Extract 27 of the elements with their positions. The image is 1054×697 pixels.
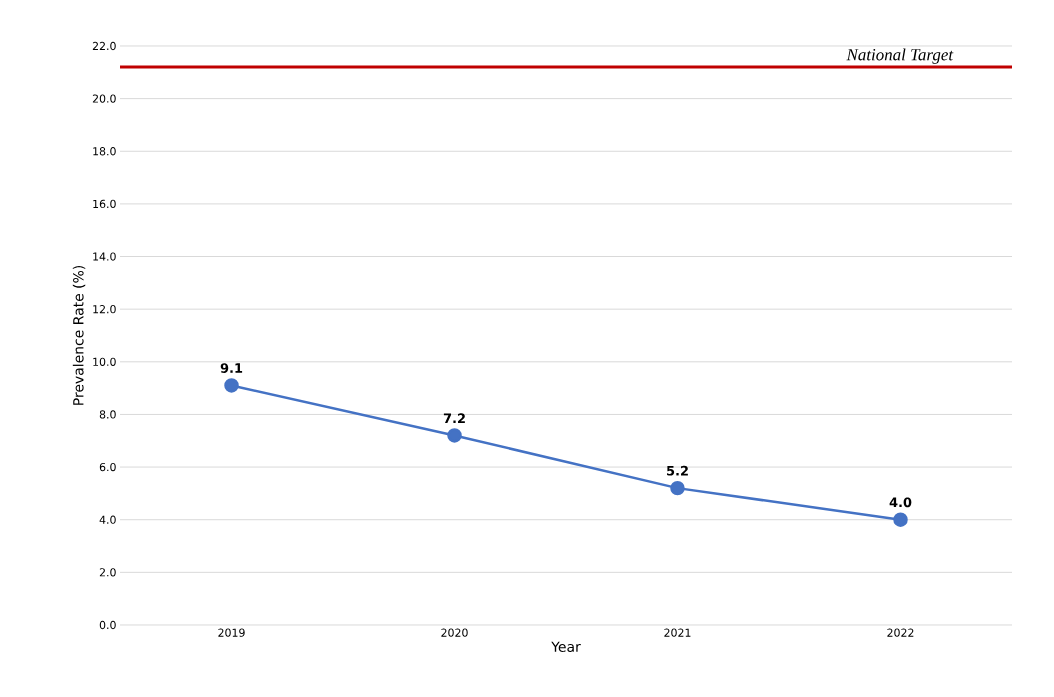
- y-tick-label: 20.0: [92, 94, 116, 103]
- x-tick-label: 2020: [441, 628, 468, 637]
- x-tick-label: 2019: [218, 628, 245, 637]
- y-axis-title: Prevalence Rate (%): [72, 265, 86, 405]
- ref-line-label: National Target: [846, 48, 954, 64]
- data-label: 7.2: [443, 413, 465, 423]
- y-tick-label: 6.0: [99, 462, 116, 472]
- x-tick-label: 2021: [664, 628, 691, 637]
- point: [670, 480, 685, 496]
- y-tick-label: 22.0: [92, 41, 116, 51]
- y-tick-label: 18.0: [93, 147, 116, 156]
- y-tick-label: 4.0: [99, 515, 116, 524]
- data-label: 5.2: [667, 465, 688, 476]
- y-tick-label: 16.0: [93, 199, 116, 209]
- y-tick-label: 12.0: [93, 305, 116, 314]
- y-tick-label: 14.0: [93, 252, 116, 261]
- data-label: 9.1: [220, 363, 243, 373]
- y-tick-label: 10.0: [93, 357, 116, 366]
- y-tick-label: 8.0: [99, 410, 116, 419]
- point: [224, 378, 239, 393]
- x-axis-title: Year: [551, 641, 581, 652]
- y-tick-label: 0.0: [99, 620, 116, 630]
- point: [893, 512, 908, 527]
- point: [447, 428, 462, 443]
- x-tick-label: 2022: [887, 628, 914, 637]
- y-tick-label: 2.0: [99, 568, 116, 577]
- data-label: 4.0: [889, 497, 912, 508]
